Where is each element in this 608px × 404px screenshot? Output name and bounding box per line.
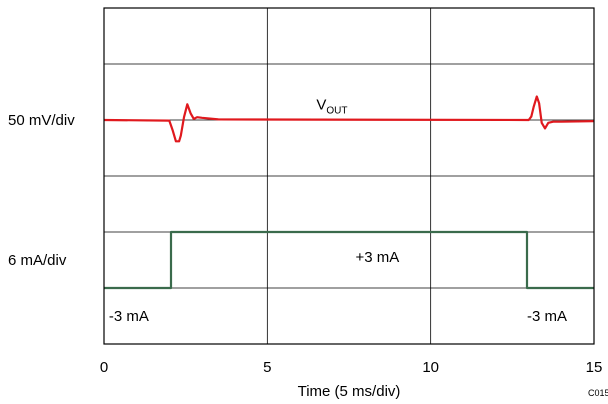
x-tick-label: 10: [422, 359, 439, 376]
series-layer: [103, 95, 595, 290]
x-axis-label: Time (5 ms/div): [298, 383, 401, 400]
plot-frame: [103, 7, 595, 345]
grid: [104, 8, 594, 344]
labels: 0 5 10 15 Time (5 ms/div) 50 mV/div 6 mA/div VO…: [8, 96, 608, 400]
x-tick-label: 15: [586, 359, 603, 376]
annotation-label: VOUT: [316, 96, 347, 116]
scale-label: 6 mA/div: [8, 252, 67, 269]
annotation-label: -3 mA: [109, 308, 149, 325]
series-line-1: [103, 95, 595, 143]
figure-id: C015: [588, 388, 608, 398]
x-tick-label: 5: [263, 359, 271, 376]
annotation-label: +3 mA: [356, 249, 400, 266]
series-line-2: [104, 230, 594, 290]
x-tick-label: 0: [100, 359, 108, 376]
plot-frame-layer: [103, 7, 595, 345]
annotation-subscript: OUT: [326, 105, 347, 116]
annotation-label: -3 mA: [527, 308, 567, 325]
scale-label: 50 mV/div: [8, 112, 75, 129]
